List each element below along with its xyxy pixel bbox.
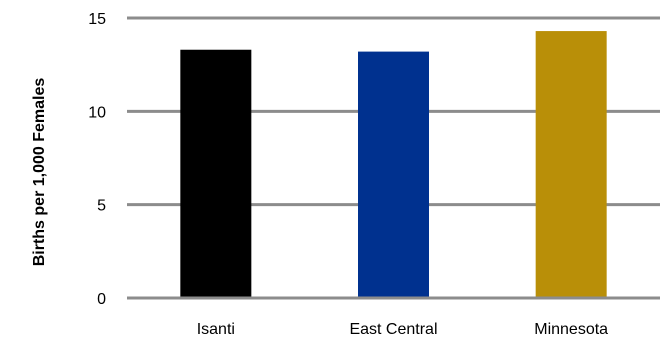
y-axis-title: Births per 1,000 Females (31, 78, 48, 267)
x-tick-labels: Isanti East Central Minnesota (197, 321, 608, 338)
y-tick-label: 0 (97, 291, 106, 308)
bar-minnesota (535, 31, 607, 297)
x-tick-label: Isanti (197, 321, 235, 338)
y-tick-label: 10 (88, 104, 106, 121)
bar-isanti (180, 49, 252, 297)
y-tick-label: 15 (88, 11, 106, 28)
y-tick-labels: 0 5 10 15 (88, 11, 106, 308)
bars (127, 31, 660, 300)
y-tick-label: 5 (97, 198, 106, 215)
bar-east-central (358, 51, 429, 297)
x-tick-label: East Central (349, 321, 437, 338)
x-tick-label: Minnesota (534, 321, 608, 338)
